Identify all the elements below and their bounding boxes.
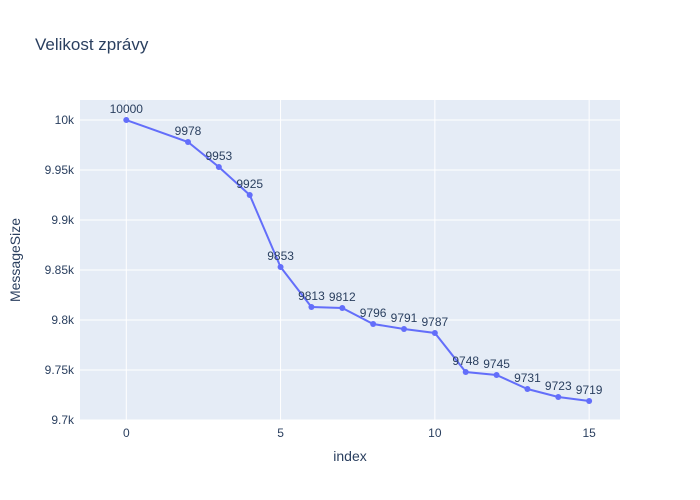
data-point [215, 164, 222, 170]
y-tick-label: 9.85k [45, 263, 75, 277]
y-tick-label: 9.9k [51, 213, 75, 227]
data-label: 9853 [267, 249, 294, 263]
data-label: 9953 [206, 149, 233, 163]
data-label: 9719 [576, 383, 603, 397]
data-points [123, 117, 593, 404]
x-tick-label: 10 [428, 426, 442, 440]
x-axis-ticks: 0 5 10 15 [123, 426, 596, 440]
data-label: 9812 [329, 290, 356, 304]
data-point [462, 369, 469, 375]
y-tick-label: 9.75k [45, 363, 75, 377]
data-label: 9787 [422, 315, 449, 329]
x-axis-title: index [333, 448, 366, 464]
grid-lines [80, 100, 620, 421]
data-label: 9723 [545, 379, 572, 393]
data-label: 10000 [110, 102, 144, 116]
plot-area [80, 100, 620, 420]
data-point [555, 394, 562, 400]
data-label: 9745 [483, 357, 510, 371]
y-tick-label: 9.8k [51, 313, 75, 327]
y-tick-label: 9.95k [45, 163, 75, 177]
data-point [524, 386, 531, 392]
data-label: 9731 [514, 371, 541, 385]
data-point [339, 305, 346, 311]
data-label: 9748 [452, 354, 479, 368]
y-axis-title: MessageSize [7, 218, 23, 302]
data-label: 9791 [391, 311, 418, 325]
data-label: 9925 [236, 177, 263, 191]
data-label: 9813 [298, 289, 325, 303]
y-axis-ticks: 9.7k 9.75k 9.8k 9.85k 9.9k 9.95k 10k [45, 113, 75, 427]
x-tick-label: 0 [123, 426, 130, 440]
data-point [308, 304, 315, 310]
data-point [246, 192, 253, 198]
data-point [123, 117, 130, 123]
chart-title: Velikost zprávy [35, 35, 149, 54]
x-tick-label: 15 [582, 426, 596, 440]
data-point [370, 321, 377, 327]
data-point [185, 139, 191, 145]
data-label: 9796 [360, 306, 387, 320]
data-label: 9978 [175, 124, 202, 138]
data-point [586, 398, 593, 404]
y-tick-label: 10k [55, 113, 75, 127]
y-tick-label: 9.7k [51, 413, 75, 427]
data-point [493, 372, 500, 378]
data-point [277, 264, 284, 270]
data-point [401, 326, 407, 332]
x-tick-label: 5 [277, 426, 284, 440]
data-point [431, 330, 438, 336]
